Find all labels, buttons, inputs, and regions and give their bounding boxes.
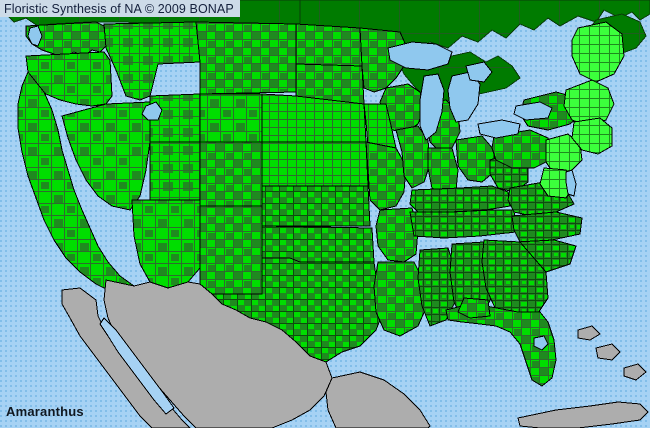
region-new-england: [563, 21, 625, 155]
island-cuba: [517, 401, 649, 428]
attribution-title-plate: Floristic Synthesis of NA © 2009 BONAP: [0, 0, 240, 17]
region-oklahoma: [261, 225, 375, 263]
region-appalachia-southeast: [481, 151, 583, 321]
region-southwest: [131, 199, 263, 295]
region-kentucky-tennessee: [409, 185, 517, 239]
water-bodies: [27, 25, 577, 415]
taxon-name-label: Amaranthus: [6, 404, 84, 419]
region-upper-midwest: [359, 27, 431, 211]
region-northern-rockies: [103, 21, 301, 143]
region-california-nevada: [17, 71, 151, 297]
region-utah-colorado: [149, 141, 263, 207]
attribution-text: Floristic Synthesis of NA © 2009 BONAP: [4, 1, 234, 16]
island-bahamas: [577, 325, 647, 381]
region-florida: [445, 297, 557, 387]
region-great-plains: [261, 23, 371, 227]
